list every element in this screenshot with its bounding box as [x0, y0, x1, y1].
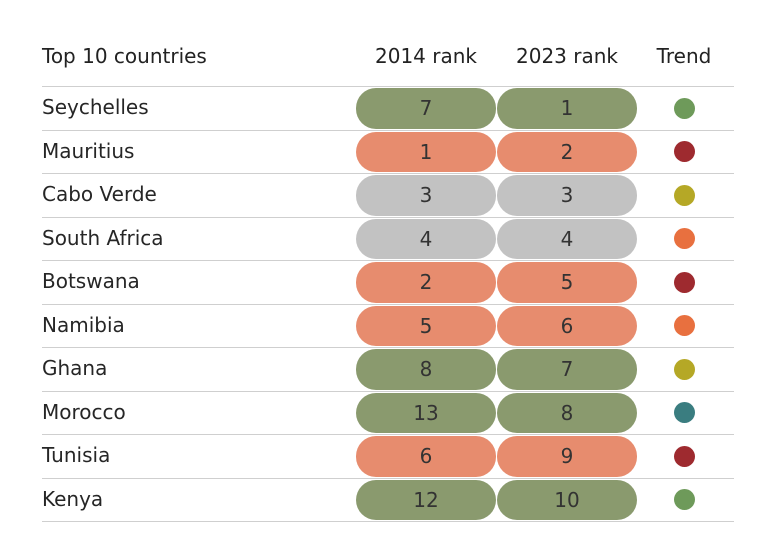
rank-2023-pill: 10	[497, 479, 637, 520]
table-body: Seychelles 7 1 Mauritius 1 2 Cabo Verde 3 3 South…	[42, 87, 734, 522]
table-row: Ghana 8 7	[42, 348, 734, 392]
rank-2023-pill: 4	[497, 218, 637, 259]
rank-2014-pill: 2	[356, 262, 496, 303]
trend-dot-icon	[674, 402, 695, 423]
header-trend: Trend	[656, 44, 712, 68]
country-name: Namibia	[42, 312, 125, 337]
rank-2014-pill: 13	[356, 392, 496, 433]
trend-dot-icon	[674, 228, 695, 249]
country-name: South Africa	[42, 225, 164, 250]
table-row: Mauritius 1 2	[42, 131, 734, 174]
table-header: Top 10 countries 2014 rank 2023 rank Tre…	[42, 36, 734, 87]
table-row: Morocco 13 8	[42, 392, 734, 435]
country-name: Ghana	[42, 356, 108, 380]
trend-dot-icon	[674, 271, 695, 293]
rank-2023-pill: 8	[497, 392, 637, 433]
rank-table: Top 10 countries 2014 rank 2023 rank Tre…	[42, 36, 734, 522]
trend-dot-icon	[674, 445, 695, 467]
rank-2023-pill: 1	[497, 88, 637, 129]
rank-2014-pill: 4	[356, 218, 496, 259]
trend-dot-icon	[674, 358, 695, 380]
table-row: Cabo Verde 3 3	[42, 174, 734, 218]
rank-2014-pill: 12	[356, 479, 496, 520]
table-row: Botswana 2 5	[42, 261, 734, 305]
table-row: Kenya 12 10	[42, 479, 734, 522]
header-2014-rank: 2014 rank	[375, 44, 477, 68]
rank-2023-pill: 5	[497, 262, 637, 303]
header-country: Top 10 countries	[42, 44, 207, 68]
table-row: South Africa 4 4	[42, 218, 734, 261]
rank-2014-pill: 1	[356, 131, 496, 172]
trend-dot-icon	[674, 489, 695, 510]
country-name: Kenya	[42, 486, 104, 511]
rank-2023-pill: 9	[497, 436, 637, 477]
rank-2023-pill: 6	[497, 305, 637, 346]
rank-2014-pill: 8	[356, 349, 496, 390]
rank-2014-pill: 6	[356, 436, 496, 477]
rank-2014-pill: 7	[356, 88, 496, 129]
table-row: Tunisia 6 9	[42, 435, 734, 479]
table-row: Seychelles 7 1	[42, 87, 734, 131]
trend-dot-icon	[674, 141, 695, 162]
country-name: Botswana	[42, 269, 140, 293]
trend-dot-icon	[674, 97, 695, 119]
header-2023-rank: 2023 rank	[516, 44, 618, 68]
rank-2023-pill: 2	[497, 131, 637, 172]
country-name: Tunisia	[42, 443, 111, 467]
rank-2014-pill: 5	[356, 305, 496, 346]
trend-dot-icon	[674, 184, 695, 206]
country-name: Morocco	[42, 399, 126, 424]
country-name: Cabo Verde	[42, 182, 157, 206]
trend-dot-icon	[674, 315, 695, 336]
rank-2023-pill: 3	[497, 175, 637, 216]
table-row: Namibia 5 6	[42, 305, 734, 348]
country-name: Mauritius	[42, 138, 135, 163]
country-name: Seychelles	[42, 95, 149, 119]
rank-2023-pill: 7	[497, 349, 637, 390]
rank-2014-pill: 3	[356, 175, 496, 216]
